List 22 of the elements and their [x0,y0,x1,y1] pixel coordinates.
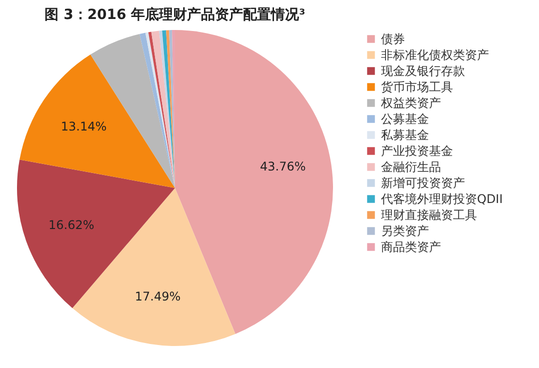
legend-label: 非标准化债权类资产 [381,48,489,62]
data-label: 13.14% [60,120,107,134]
legend-label: 货币市场工具 [381,80,453,94]
chart-title: 图 3：2016 年底理财产品资产配置情况³ [44,6,306,23]
legend-label: 理财直接融资工具 [381,208,477,222]
pie-slice [162,30,175,188]
legend-label: 产业投资基金 [381,144,453,158]
legend-label: 新增可投资资产 [381,176,465,190]
legend-label: 金融衍生品 [381,160,441,174]
legend-label: 私募基金 [381,128,429,142]
legend-label: 现金及银行存款 [381,64,465,78]
legend-label: 代客境外理财投资QDII [380,192,503,206]
data-label: 16.62% [48,218,94,232]
data-label: 17.49% [134,290,181,304]
legend-label: 权益类资产 [380,96,441,110]
legend-label: 债券 [381,32,405,46]
legend-label: 公募基金 [381,112,429,126]
pie-slice [20,54,175,188]
legend-label: 商品类资产 [381,240,441,254]
pie-slice [140,32,175,188]
data-label: 43.76% [260,160,306,174]
legend-label: 另类资产 [381,224,429,238]
